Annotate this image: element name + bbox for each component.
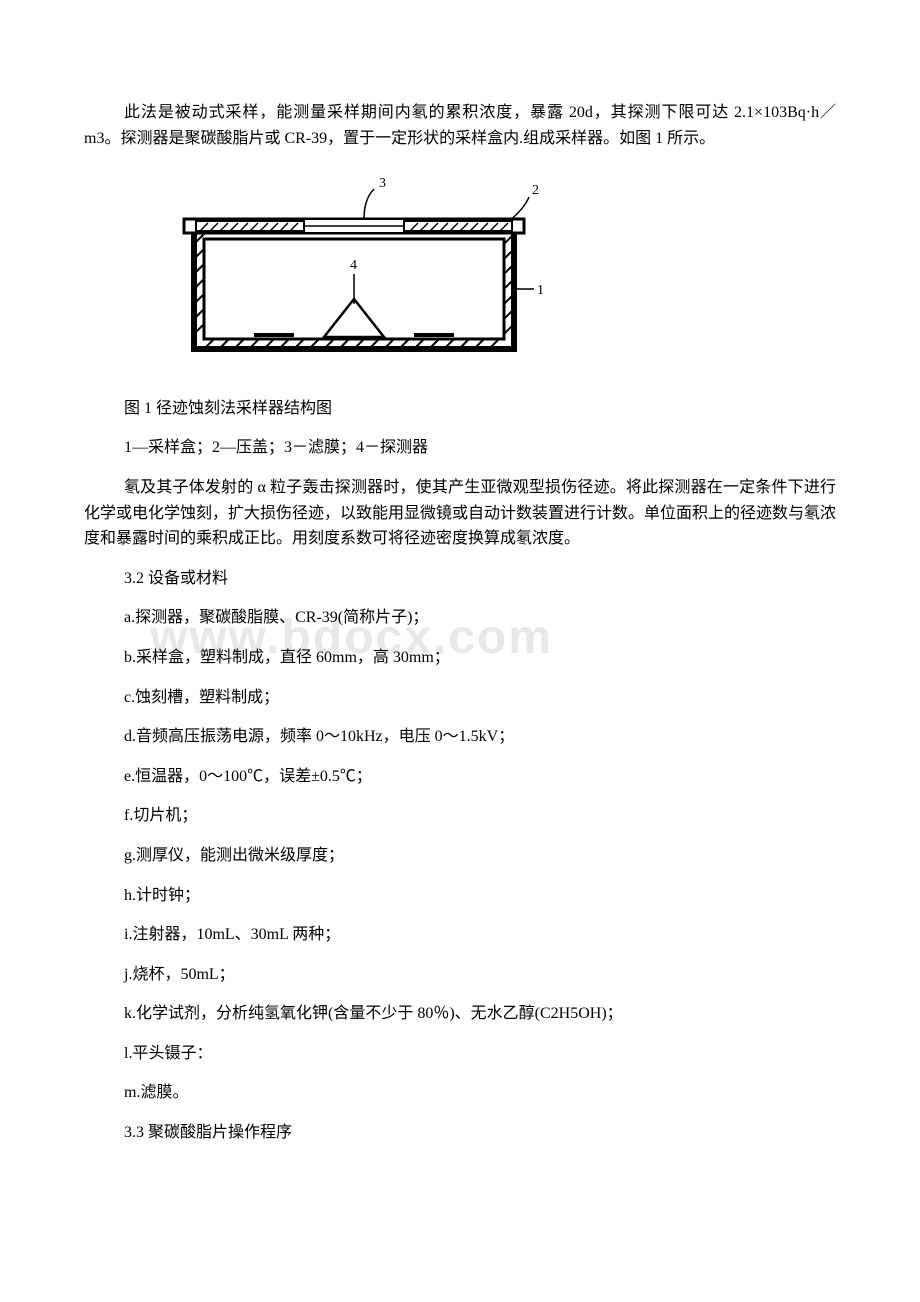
principle-paragraph: 氡及其子体发射的 α 粒子轰击探测器时，使其产生亚微观型损伤径迹。将此探测器在一… [84,475,836,552]
item-b: b.采样盒，塑料制成，直径 60mm，高 30mm； [84,645,836,671]
item-a: a.探测器，聚碳酸脂膜、CR-39(简称片子)； [84,605,836,631]
item-c: c.蚀刻槽，塑料制成； [84,685,836,711]
item-h: h.计时钟； [84,883,836,909]
figure-label-1: 1 [537,283,544,298]
figure-label-4: 4 [350,258,357,273]
item-m: m.滤膜。 [84,1080,836,1106]
item-i: i.注射器，10mL、30mL 两种； [84,922,836,948]
section-3-3-title: 3.3 聚碳酸脂片操作程序 [84,1120,836,1146]
item-f: f.切片机； [84,803,836,829]
intro-paragraph: 此法是被动式采样，能测量采样期间内氡的累积浓度，暴露 20d，其探测下限可达 2… [84,100,836,151]
section-3-2-title: 3.2 设备或材料 [84,566,836,592]
item-l: l.平头镊子： [84,1041,836,1067]
figure-label-3: 3 [379,176,386,191]
item-e: e.恒温器，0～100℃，误差±0.5℃； [84,764,836,790]
document-content: 此法是被动式采样，能测量采样期间内氡的累积浓度，暴露 20d，其探测下限可达 2… [84,100,836,1146]
figure-1-container: 3 2 1 4 [164,169,836,378]
item-k: k.化学试剂，分析纯氢氧化钾(含量不少于 80％)、无水乙醇(C2H5OH)； [84,1001,836,1027]
figure-caption: 图 1 径迹蚀刻法采样器结构图 [84,396,836,422]
figure-1-diagram: 3 2 1 4 [164,169,544,369]
item-d: d.音频高压振荡电源，频率 0～10kHz，电压 0～1.5kV； [84,724,836,750]
figure-legend: 1—采样盒；2—压盖；3－滤膜；4－探测器 [84,435,836,461]
figure-label-2: 2 [532,183,539,198]
item-g: g.测厚仪，能测出微米级厚度； [84,843,836,869]
item-j: j.烧杯，50mL； [84,962,836,988]
